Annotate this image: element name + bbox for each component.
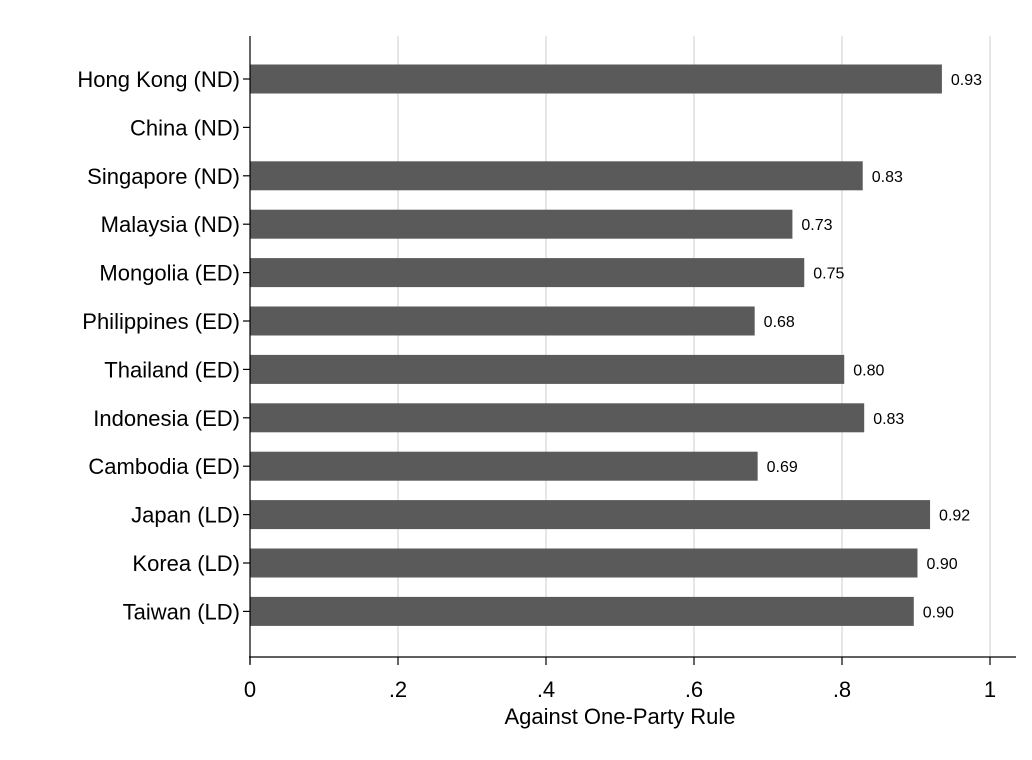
bar <box>250 451 758 481</box>
x-tick-label: .6 <box>685 677 703 702</box>
category-label: Korea (LD) <box>132 551 240 576</box>
bar <box>250 596 914 626</box>
category-label: Malaysia (ND) <box>101 212 240 237</box>
data-label: 0.68 <box>764 314 795 331</box>
data-label: 0.73 <box>801 217 832 234</box>
category-label: Singapore (ND) <box>87 164 240 189</box>
category-label: China (ND) <box>130 115 240 140</box>
bar <box>250 258 805 288</box>
category-label: Thailand (ED) <box>104 357 240 382</box>
bar <box>250 306 755 336</box>
bar <box>250 161 863 191</box>
x-tick-label: .2 <box>389 677 407 702</box>
x-tick-label: 1 <box>984 677 996 702</box>
labels: 0 .2 .4 .6 .8 1 Hong Kong (ND) 0.93 China (ND) Si… <box>77 67 996 702</box>
x-axis-title: Against One-Party Rule <box>504 704 735 729</box>
bar <box>250 354 845 384</box>
category-label: Taiwan (LD) <box>123 599 240 624</box>
x-tick-label: .8 <box>833 677 851 702</box>
bar <box>250 403 865 433</box>
bar <box>250 209 793 239</box>
category-label: Philippines (ED) <box>82 309 240 334</box>
axes <box>243 36 1016 665</box>
data-label: 0.69 <box>767 459 798 476</box>
bar <box>250 548 918 578</box>
data-label: 0.93 <box>951 72 982 89</box>
data-label: 0.92 <box>939 508 970 525</box>
category-label: Hong Kong (ND) <box>77 67 240 92</box>
data-label: 0.83 <box>872 169 903 186</box>
x-tick-label: 0 <box>244 677 256 702</box>
data-label: 0.75 <box>813 266 844 283</box>
category-label: Mongolia (ED) <box>99 261 240 286</box>
data-label: 0.80 <box>853 362 884 379</box>
x-tick-label: .4 <box>537 677 555 702</box>
category-label: Japan (LD) <box>131 503 240 528</box>
data-label: 0.90 <box>926 556 957 573</box>
data-label: 0.90 <box>923 604 954 621</box>
bars <box>250 64 942 626</box>
category-label: Cambodia (ED) <box>88 454 240 479</box>
data-label: 0.83 <box>873 411 904 428</box>
bar <box>250 64 942 94</box>
category-label: Indonesia (ED) <box>93 406 240 431</box>
bar <box>250 500 931 530</box>
